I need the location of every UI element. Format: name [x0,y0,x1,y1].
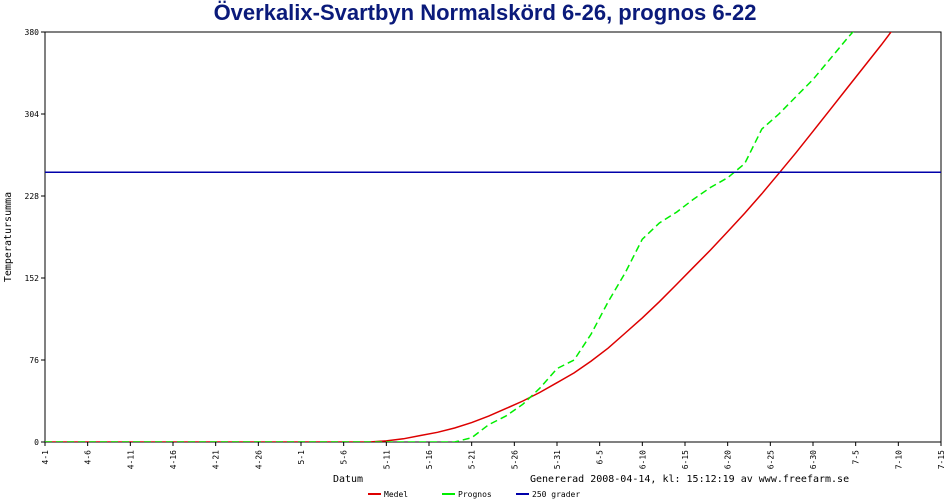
series-lines [45,32,941,442]
x-tick-label: 6-30 [809,450,818,469]
plot-area-frame [44,31,942,443]
x-tick-label: 5-21 [468,450,477,469]
x-tick-label: 6-15 [681,450,690,469]
x-tick-label: 7-5 [852,450,861,465]
chart-title: Överkalix-Svartbyn Normalskörd 6-26, pro… [214,0,757,25]
y-tick-label: 380 [25,28,40,37]
x-tick-label: 5-6 [340,450,349,465]
x-axis-ticks: 4-1 4-6 4-11 4-16 4-21 4-26 5-1 5-6 5-11 5-16 5-21… [41,442,946,469]
x-tick-label: 6-25 [766,450,775,469]
x-tick-label: 5-26 [510,450,519,469]
legend: Medel Prognos 250 grader [368,490,580,499]
x-tick-label: 6-5 [596,450,605,465]
x-tick-label: 5-11 [382,450,391,469]
series-line-prognos [45,32,854,442]
y-tick-label: 0 [34,438,39,447]
y-tick-label: 152 [25,274,40,283]
y-tick-label: 304 [25,110,40,119]
legend-label-prognos: Prognos [458,490,492,499]
x-tick-label: 4-1 [41,450,50,465]
legend-label-250-grader: 250 grader [532,490,580,499]
x-axis-label: Datum [333,474,363,485]
generated-footer: Genererad 2008-04-14, kl: 15:12:19 av ww… [530,474,849,485]
x-tick-label: 6-10 [638,450,647,469]
y-axis-label: Temperatursumma [3,192,14,282]
x-tick-label: 5-31 [553,450,562,469]
x-tick-label: 4-26 [254,450,263,469]
x-tick-label: 4-11 [126,450,135,469]
y-tick-label: 76 [29,356,39,365]
x-tick-label: 7-10 [894,450,903,469]
series-line-medel [45,32,892,442]
x-tick-label: 7-15 [937,450,946,469]
x-tick-label: 4-16 [169,450,178,469]
y-tick-label: 228 [25,192,40,201]
x-tick-label: 5-16 [425,450,434,469]
legend-label-medel: Medel [384,490,408,499]
x-tick-label: 4-21 [212,450,221,469]
x-tick-label: 4-6 [84,450,93,465]
y-axis-ticks: 0 76 152 228 304 380 [25,28,45,447]
x-tick-label: 5-1 [297,450,306,465]
x-tick-label: 6-20 [724,450,733,469]
